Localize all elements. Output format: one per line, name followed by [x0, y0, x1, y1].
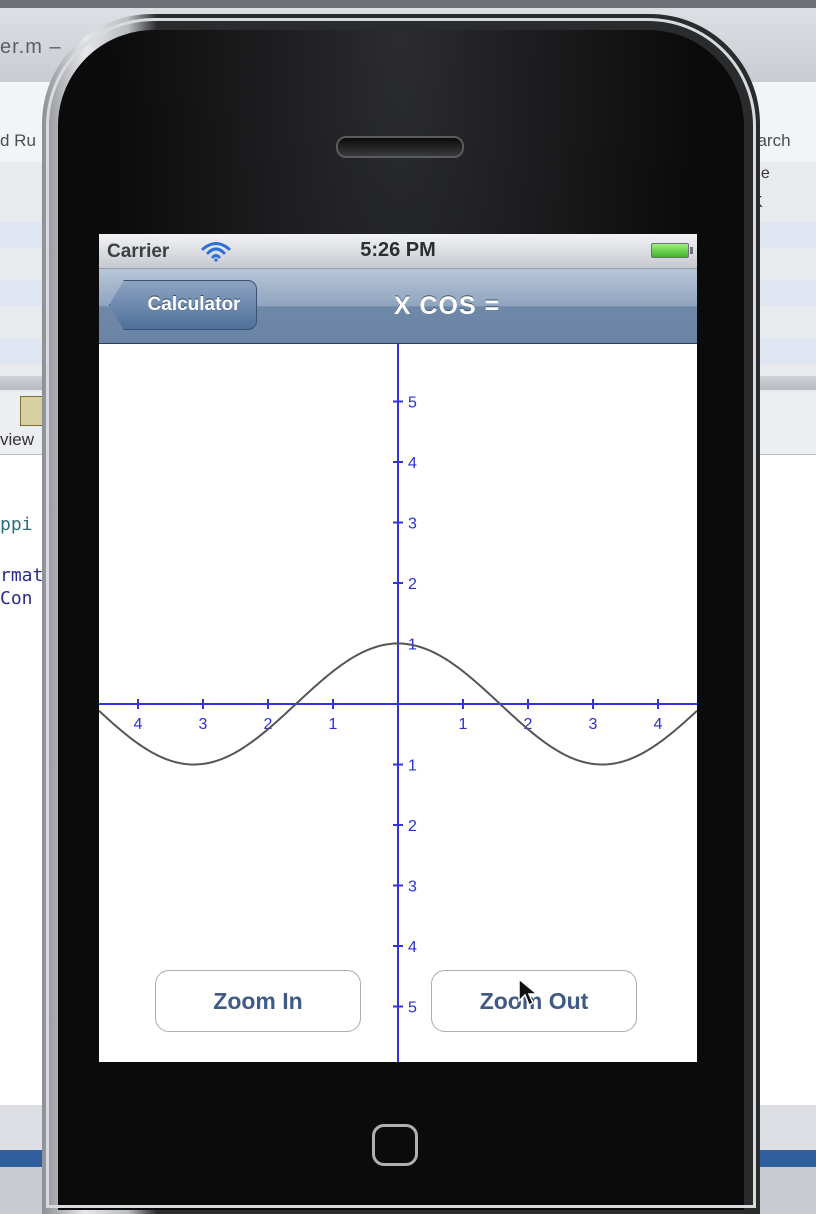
- x-tick-label-left: 1: [329, 716, 338, 733]
- battery-icon: [651, 243, 693, 258]
- status-bar: Carrier 5:26 PM: [99, 234, 697, 269]
- background-code-line: ppi: [0, 514, 33, 535]
- x-tick-label-left: 4: [134, 716, 143, 733]
- x-tick-label-right: 2: [524, 716, 533, 733]
- background-code-line: rmat: [0, 565, 44, 586]
- y-tick-label-down: 1: [408, 758, 417, 775]
- zoom-in-button[interactable]: Zoom In: [155, 970, 361, 1032]
- x-tick-label-right: 1: [459, 716, 468, 733]
- x-tick-label-right: 4: [654, 716, 663, 733]
- background-menubar: [0, 0, 816, 8]
- background-build-run-label: d Ru: [0, 131, 36, 150]
- background-code-line: Con: [0, 588, 33, 609]
- earpiece-speaker: [336, 136, 464, 158]
- x-tick-label-left: 3: [199, 716, 208, 733]
- y-tick-label-down: 2: [408, 818, 417, 835]
- back-button-calculator[interactable]: Calculator: [109, 280, 257, 330]
- nav-title: X COS =: [393, 292, 501, 320]
- y-tick-label-up: 4: [408, 455, 417, 472]
- y-tick-label-up: 5: [408, 395, 417, 412]
- y-tick-label-up: 3: [408, 516, 417, 533]
- phone-screen: Carrier 5:26 PM Calculator X COS = 4 3 2 1 1…: [99, 234, 697, 1062]
- background-view-label: view: [0, 430, 35, 449]
- zoom-out-button[interactable]: Zoom Out: [431, 970, 637, 1032]
- x-tick-label-right: 3: [589, 716, 598, 733]
- file-icon: [20, 396, 44, 426]
- status-time: 5:26 PM: [360, 239, 436, 261]
- background-window-title: er.m –: [0, 36, 62, 58]
- y-tick-label-up: 2: [408, 576, 417, 593]
- cosine-curve: [99, 642, 697, 766]
- x-tick-label-left: 2: [264, 716, 273, 733]
- carrier-label: Carrier: [107, 241, 170, 262]
- back-button-label: Calculator: [147, 294, 241, 315]
- home-button[interactable]: [372, 1124, 418, 1166]
- y-tick-label-down: 3: [408, 879, 417, 896]
- navigation-bar: Calculator X COS =: [99, 269, 697, 344]
- mouse-cursor-icon: [518, 977, 539, 1007]
- wifi-icon: [201, 242, 231, 262]
- y-tick-label-down: 4: [408, 939, 417, 956]
- y-tick-label-down: 5: [408, 1000, 417, 1017]
